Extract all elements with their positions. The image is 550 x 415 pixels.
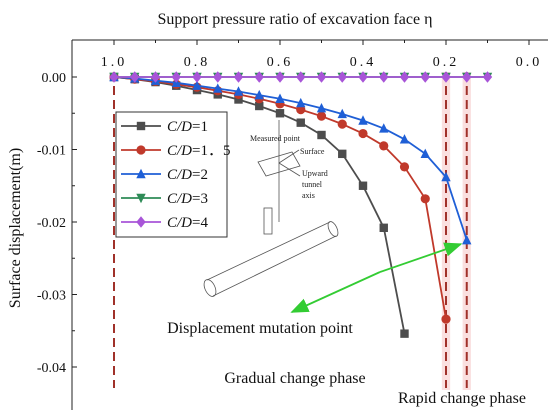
data-point [233, 71, 244, 83]
data-point [462, 234, 472, 245]
data-point [338, 149, 347, 159]
data-point [136, 121, 146, 131]
surface-plane [257, 151, 301, 177]
data-point [254, 89, 264, 100]
data-point [337, 71, 347, 83]
shaft [263, 207, 273, 235]
data-point [358, 128, 368, 139]
y-axis-label: Surface displacement(m) [7, 148, 24, 308]
tunnel-label: tunnel [302, 180, 323, 189]
data-point [399, 162, 410, 172]
legend: C/D=1 C/D=1．5 C/D=2 C/D=3 C/D=4 [115, 111, 230, 238]
y-tick-label: 0.00 [42, 71, 67, 86]
y-tick-label: -0.02 [37, 216, 66, 231]
data-point [109, 71, 119, 83]
data-point [234, 95, 243, 104]
y-tick-label: -0.01 [37, 144, 66, 159]
x-tick-label: 0.8 [184, 55, 211, 70]
arrow-to-label [290, 271, 381, 313]
legend-label: C/D=1 [167, 119, 208, 135]
data-point [255, 101, 264, 111]
data-point [316, 71, 327, 83]
data-point [441, 171, 451, 182]
data-point [420, 194, 430, 204]
data-point [400, 329, 409, 338]
tunnel-inset-diagram: Measured point Surface Upward tunnel axis [203, 120, 339, 297]
x-tick-label: 0.4 [350, 55, 377, 70]
upward-axis-line [278, 162, 301, 177]
horizontal-axis-line [278, 149, 300, 164]
data-point [296, 118, 305, 127]
data-point [337, 108, 347, 119]
data-point [275, 71, 285, 83]
data-point [136, 168, 146, 179]
y-tick-label: -0.04 [37, 361, 66, 376]
x-tick-label: 0.2 [433, 55, 460, 70]
data-point [213, 71, 223, 83]
data-point [171, 71, 181, 83]
measured-point-label: Measured point [250, 134, 301, 143]
data-point [316, 102, 327, 113]
data-point [213, 83, 223, 93]
y-tick-label: -0.03 [37, 289, 66, 304]
upward-label: Upward [302, 169, 328, 178]
legend-label: C/D=1．5 [167, 143, 230, 159]
chart-title: Support pressure ratio of excavation fac… [158, 11, 433, 28]
data-point [136, 145, 146, 155]
data-point [150, 71, 161, 83]
data-point [317, 130, 326, 140]
data-point [254, 71, 264, 83]
legend-label: C/D=2 [167, 167, 208, 183]
data-point [379, 141, 389, 151]
data-point [399, 71, 410, 83]
data-point [358, 71, 368, 83]
data-point [296, 97, 306, 108]
data-point [192, 80, 202, 90]
data-point [275, 109, 285, 118]
tunnel-body [206, 221, 337, 297]
data-point [233, 86, 244, 96]
data-point [420, 148, 430, 159]
x-tick-label: 0.0 [516, 55, 543, 70]
surface-label: Surface [300, 147, 325, 156]
x-tick-label: 1.0 [101, 55, 128, 70]
legend-label: C/D=4 [167, 215, 208, 231]
data-point [379, 223, 388, 232]
data-point [136, 193, 146, 204]
data-point [316, 111, 327, 121]
data-point [441, 71, 451, 83]
axis-label: axis [302, 191, 315, 200]
data-point [275, 93, 285, 103]
data-point [399, 134, 410, 144]
arrow-to-mutation-point [379, 242, 463, 273]
rapid-phase-label: Rapid change phase [398, 390, 526, 407]
data-point [482, 71, 493, 83]
reference-lines [113, 72, 468, 388]
data-point [358, 181, 368, 190]
x-tick-label: 0.6 [267, 55, 294, 70]
data-point [379, 71, 389, 83]
mutation-point-label: Displacement mutation point [167, 320, 353, 337]
tunnel-portal [203, 279, 217, 297]
data-point [337, 119, 347, 129]
data-point [130, 71, 140, 83]
data-point [420, 71, 430, 83]
data-point [358, 115, 368, 125]
legend-label: C/D=3 [167, 191, 208, 207]
gradual-phase-label: Gradual change phase [224, 370, 365, 387]
data-point [462, 71, 472, 83]
data-point [296, 105, 306, 115]
data-point [296, 71, 306, 83]
tunnel-end [327, 221, 339, 237]
series-layer [109, 71, 493, 338]
data-point [192, 71, 202, 83]
series-c-d-2 [109, 71, 472, 245]
data-point [441, 314, 451, 324]
axes: 1.0 0.8 0.6 0.4 0.2 0.0 0.00 -0.01 -0.02 -0.03 -0.… [37, 39, 548, 410]
annotations: Displacement mutation point Gradual chang… [167, 242, 526, 407]
series-c-d-4 [109, 71, 493, 83]
data-point [136, 216, 146, 228]
data-point [379, 123, 389, 133]
